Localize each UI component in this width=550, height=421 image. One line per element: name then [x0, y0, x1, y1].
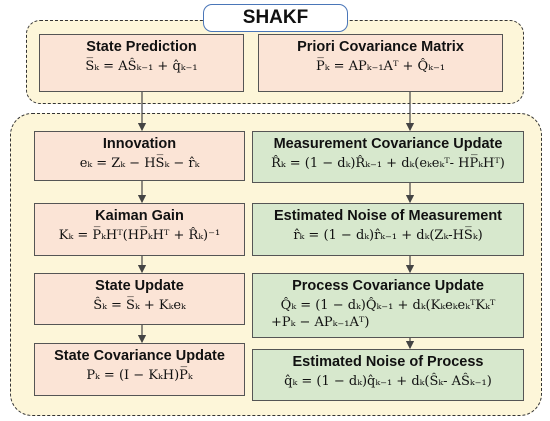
process-covariance-update-box: Process Covariance Update Q̂ₖ = (1 − dₖ)…	[252, 273, 524, 338]
process-covariance-update-equation: Q̂ₖ = (1 − dₖ)Q̂ₖ₋₁ + dₖ(KₖeₖeₖᵀKₖᵀ	[280, 298, 496, 313]
state-prediction-box: State Prediction S̅ₖ = AŜₖ₋₁ + q̂ₖ₋₁	[39, 34, 244, 92]
measurement-covariance-update-heading: Measurement Covariance Update	[273, 136, 503, 152]
innovation-equation: eₖ = Zₖ − HS̅ₖ − r̂ₖ	[79, 156, 200, 171]
state-covariance-update-equation: Pₖ = (I − KₖH)P̅ₖ	[86, 368, 193, 383]
state-update-box: State Update Ŝₖ = S̅ₖ + Kₖeₖ	[34, 273, 245, 325]
state-covariance-update-heading: State Covariance Update	[54, 348, 225, 364]
kalman-gain-box: Kaiman Gain Kₖ = P̅ₖHᵀ(HP̅ₖHᵀ + R̂ₖ)⁻¹	[34, 203, 245, 256]
estimated-noise-measurement-box: Estimated Noise of Measurement r̂ₖ = (1 …	[252, 203, 524, 256]
innovation-box: Innovation eₖ = Zₖ − HS̅ₖ − r̂ₖ	[34, 131, 245, 181]
kalman-gain-equation: Kₖ = P̅ₖHᵀ(HP̅ₖHᵀ + R̂ₖ)⁻¹	[58, 228, 221, 243]
estimated-noise-process-equation: q̂ₖ = (1 − dₖ)q̂ₖ₋₁ + dₖ(Ŝₖ- AŜₖ₋₁)	[284, 374, 492, 389]
state-update-heading: State Update	[95, 278, 184, 294]
innovation-heading: Innovation	[102, 136, 177, 152]
kalman-gain-heading: Kaiman Gain	[95, 208, 184, 224]
state-update-equation: Ŝₖ = S̅ₖ + Kₖeₖ	[93, 298, 186, 313]
estimated-noise-process-box: Estimated Noise of Process q̂ₖ = (1 − dₖ…	[252, 349, 524, 401]
state-covariance-update-box: State Covariance Update Pₖ = (I − KₖH)P̅…	[34, 343, 245, 396]
diagram-title: SHAKF	[203, 4, 348, 32]
estimated-noise-measurement-equation: r̂ₖ = (1 − dₖ)r̂ₖ₋₁ + dₖ(Zₖ-HS̅ₖ)	[293, 228, 483, 243]
measurement-covariance-update-equation: R̂ₖ = (1 − dₖ)R̂ₖ₋₁ + dₖ(eₖeₖᵀ- HP̅ₖHᵀ)	[271, 156, 505, 171]
process-covariance-update-equation-line2: +Pₖ − APₖ₋₁Aᵀ)	[271, 315, 370, 330]
priori-covariance-box: Priori Covariance Matrix P̅ₖ = APₖ₋₁Aᵀ +…	[258, 34, 503, 92]
priori-covariance-heading: Priori Covariance Matrix	[297, 39, 464, 55]
state-prediction-heading: State Prediction	[86, 39, 197, 55]
process-covariance-update-heading: Process Covariance Update	[292, 278, 484, 294]
priori-covariance-equation: P̅ₖ = APₖ₋₁Aᵀ + Q̂ₖ₋₁	[315, 59, 446, 74]
estimated-noise-measurement-heading: Estimated Noise of Measurement	[273, 208, 503, 224]
estimated-noise-process-heading: Estimated Noise of Process	[292, 354, 484, 370]
state-prediction-equation: S̅ₖ = AŜₖ₋₁ + q̂ₖ₋₁	[85, 59, 198, 74]
measurement-covariance-update-box: Measurement Covariance Update R̂ₖ = (1 −…	[252, 131, 524, 183]
